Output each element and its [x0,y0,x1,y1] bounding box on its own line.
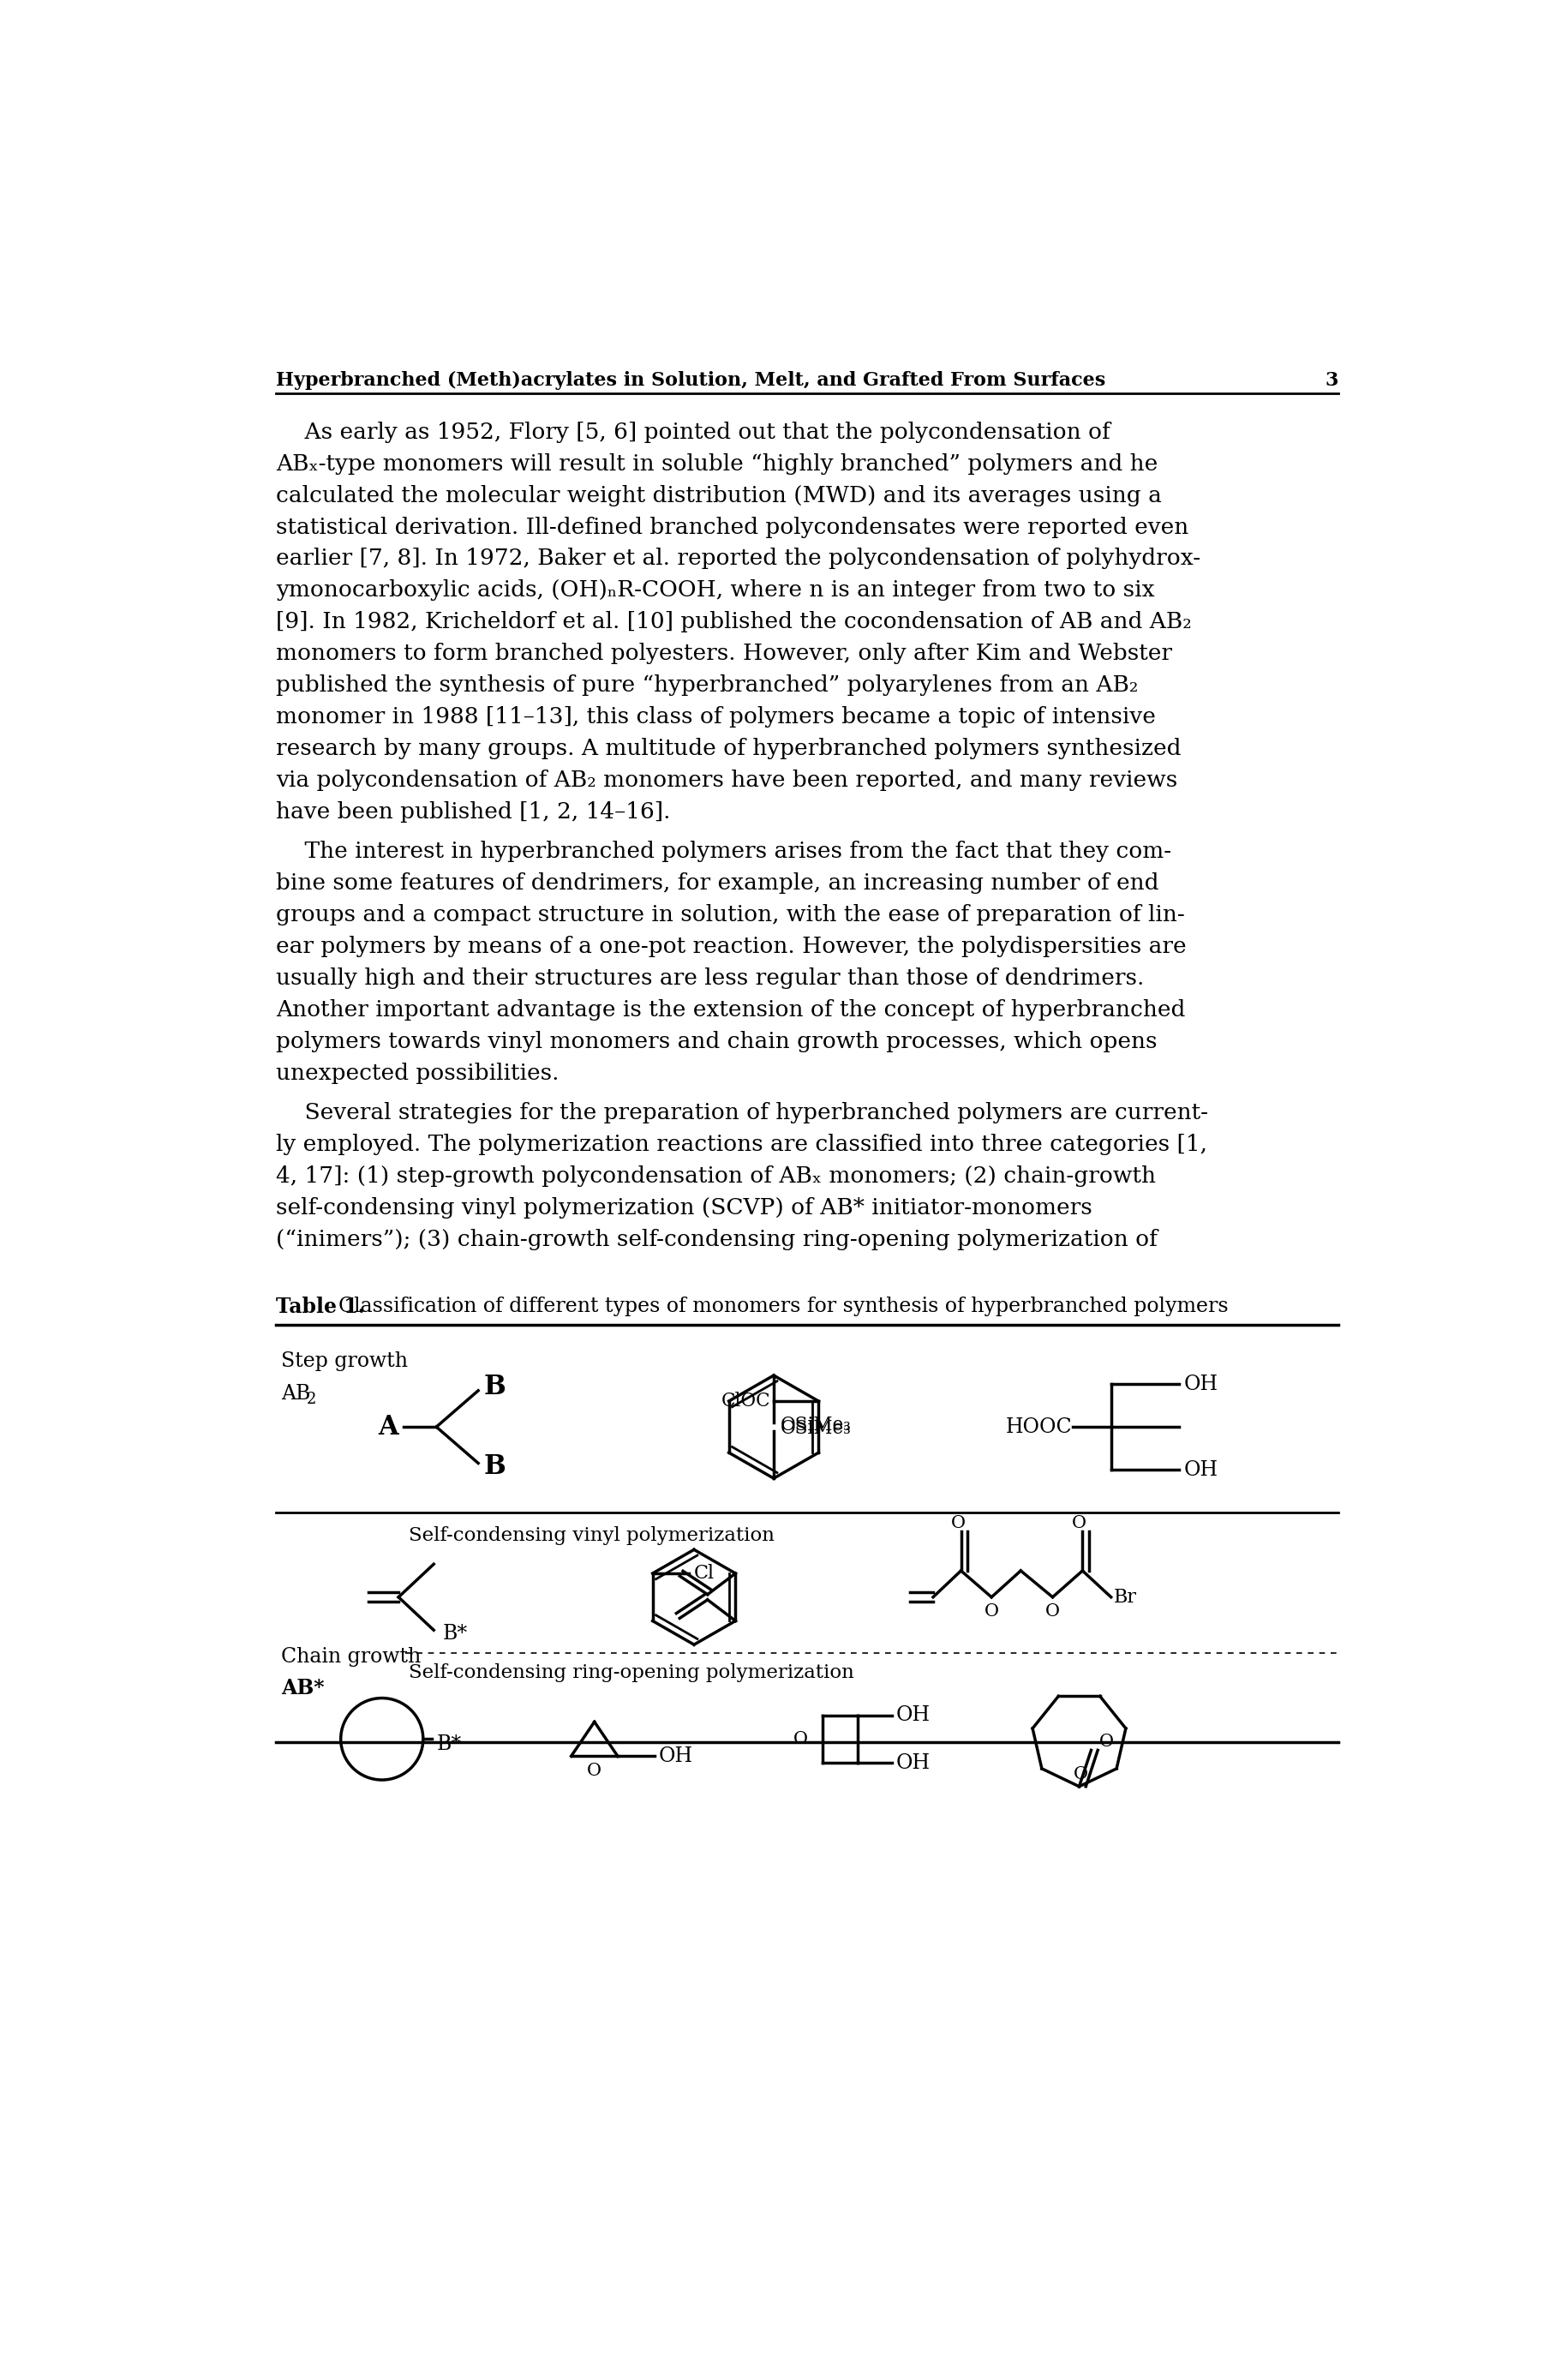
Text: O: O [952,1515,966,1531]
Text: [9]. In 1982, Kricheldorf et al. [10] published the cocondensation of AB and AB₂: [9]. In 1982, Kricheldorf et al. [10] pu… [276,611,1192,633]
Text: have been published [1, 2, 14–16].: have been published [1, 2, 14–16]. [276,801,670,823]
Text: OH: OH [1184,1374,1218,1394]
Text: (“inimers”); (3) chain-growth self-condensing ring-opening polymerization of: (“inimers”); (3) chain-growth self-conde… [276,1229,1157,1251]
Text: Several strategies for the preparation of hyperbranched polymers are current-: Several strategies for the preparation o… [276,1103,1207,1125]
Text: unexpected possibilities.: unexpected possibilities. [276,1063,558,1084]
Text: O: O [586,1762,602,1779]
Text: earlier [7, 8]. In 1972, Baker et al. reported the polycondensation of polyhydro: earlier [7, 8]. In 1972, Baker et al. re… [276,547,1201,568]
Text: Classification of different types of monomers for synthesis of hyperbranched pol: Classification of different types of mon… [326,1296,1228,1317]
Text: Self-condensing vinyl polymerization: Self-condensing vinyl polymerization [409,1527,775,1546]
Text: Br: Br [1113,1589,1137,1608]
Text: research by many groups. A multitude of hyperbranched polymers synthesized: research by many groups. A multitude of … [276,737,1181,759]
Text: ABₓ-type monomers will result in soluble “highly branched” polymers and he: ABₓ-type monomers will result in soluble… [276,452,1157,473]
Text: O: O [793,1731,808,1748]
Text: OH: OH [659,1745,693,1767]
Text: 3: 3 [1325,371,1338,390]
Text: ClOC: ClOC [721,1391,771,1410]
Text: monomer in 1988 [11–13], this class of polymers became a topic of intensive: monomer in 1988 [11–13], this class of p… [276,706,1156,728]
Text: via polycondensation of AB₂ monomers have been reported, and many reviews: via polycondensation of AB₂ monomers hav… [276,770,1178,792]
Text: O: O [1046,1603,1060,1619]
Text: As early as 1952, Flory [5, 6] pointed out that the polycondensation of: As early as 1952, Flory [5, 6] pointed o… [276,421,1110,442]
Text: bine some features of dendrimers, for example, an increasing number of end: bine some features of dendrimers, for ex… [276,873,1159,894]
Text: OSiMe₃: OSiMe₃ [781,1415,851,1434]
Text: calculated the molecular weight distribution (MWD) and its averages using a: calculated the molecular weight distribu… [276,485,1162,507]
Text: B: B [485,1374,506,1401]
Text: statistical derivation. Ill-defined branched polycondensates were reported even: statistical derivation. Ill-defined bran… [276,516,1189,537]
Text: B*: B* [444,1624,469,1643]
Text: ymonocarboxylic acids, (OH)ₙR-COOH, where n is an integer from two to six: ymonocarboxylic acids, (OH)ₙR-COOH, wher… [276,580,1154,602]
Text: published the synthesis of pure “hyperbranched” polyarylenes from an AB₂: published the synthesis of pure “hyperbr… [276,675,1138,697]
Text: O: O [1074,1767,1088,1784]
Text: O: O [1073,1515,1087,1531]
Text: monomers to form branched polyesters. However, only after Kim and Webster: monomers to form branched polyesters. Ho… [276,642,1171,663]
Text: Another important advantage is the extension of the concept of hyperbranched: Another important advantage is the exten… [276,999,1185,1020]
Text: 4, 17]: (1) step-growth polycondensation of ABₓ monomers; (2) chain-growth: 4, 17]: (1) step-growth polycondensation… [276,1165,1156,1187]
Text: self-condensing vinyl polymerization (SCVP) of AB* initiator-monomers: self-condensing vinyl polymerization (SC… [276,1196,1091,1218]
Text: OH: OH [1184,1460,1218,1479]
Text: Hyperbranched (Meth)acrylates in Solution, Melt, and Grafted From Surfaces: Hyperbranched (Meth)acrylates in Solutio… [276,371,1105,390]
Text: Self-condensing ring-opening polymerization: Self-condensing ring-opening polymerizat… [409,1662,855,1681]
Text: AB*: AB* [281,1676,325,1698]
Text: B: B [485,1453,506,1479]
Text: OH: OH [895,1753,930,1772]
Text: usually high and their structures are less regular than those of dendrimers.: usually high and their structures are le… [276,968,1145,989]
Text: Table 1.: Table 1. [276,1296,365,1317]
Text: O: O [1099,1734,1113,1750]
Text: ear polymers by means of a one-pot reaction. However, the polydispersities are: ear polymers by means of a one-pot react… [276,937,1185,958]
Text: 2: 2 [306,1391,317,1408]
Text: A: A [378,1413,398,1441]
Text: Chain growth: Chain growth [281,1646,420,1667]
Text: The interest in hyperbranched polymers arises from the fact that they com-: The interest in hyperbranched polymers a… [276,842,1171,863]
Text: OSiMe₃: OSiMe₃ [781,1420,851,1439]
Text: Cl: Cl [693,1565,715,1584]
Text: ly employed. The polymerization reactions are classified into three categories [: ly employed. The polymerization reaction… [276,1134,1207,1156]
Text: groups and a compact structure in solution, with the ease of preparation of lin-: groups and a compact structure in soluti… [276,904,1184,925]
Text: OH: OH [895,1705,930,1724]
Text: Step growth: Step growth [281,1351,408,1370]
Text: B*: B* [436,1734,461,1755]
Text: O: O [985,1603,999,1619]
Text: HOOC: HOOC [1007,1417,1073,1436]
Text: polymers towards vinyl monomers and chain growth processes, which opens: polymers towards vinyl monomers and chai… [276,1032,1157,1053]
Text: AB: AB [281,1384,310,1403]
